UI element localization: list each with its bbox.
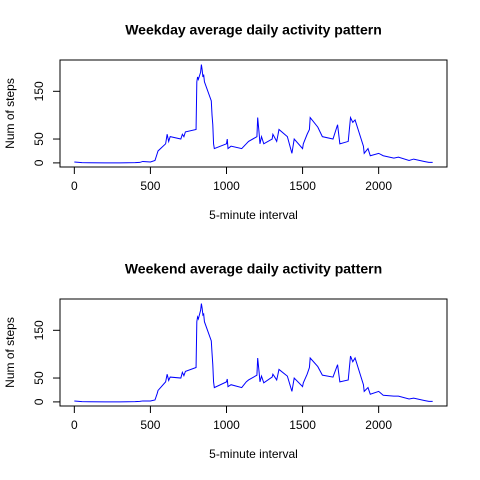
x-axis-label: 5-minute interval — [209, 447, 298, 461]
y-tick-label: 0 — [32, 398, 46, 405]
data-line — [74, 303, 433, 403]
y-tick-label: 0 — [32, 159, 46, 166]
x-tick-label: 2000 — [365, 179, 392, 193]
x-tick-label: 500 — [140, 179, 160, 193]
y-axis-label: Num of steps — [3, 78, 17, 149]
chart-title: Weekday average daily activity pattern — [125, 22, 382, 38]
x-tick-label: 1000 — [213, 418, 240, 432]
x-tick-label: 1000 — [213, 179, 240, 193]
x-axis-label: 5-minute interval — [209, 208, 298, 222]
x-tick-label: 1500 — [289, 179, 316, 193]
x-tick-label: 1500 — [289, 418, 316, 432]
y-tick-label: 150 — [32, 320, 46, 340]
y-tick-label: 50 — [32, 371, 46, 385]
data-line — [74, 64, 433, 164]
x-tick-label: 0 — [71, 418, 78, 432]
x-tick-label: 0 — [71, 179, 78, 193]
plot-frame — [59, 298, 448, 407]
x-tick-label: 500 — [140, 418, 160, 432]
y-tick-label: 50 — [32, 132, 46, 146]
y-axis-label: Num of steps — [3, 317, 17, 388]
x-tick-label: 2000 — [365, 418, 392, 432]
plot-frame — [59, 59, 448, 168]
chart-title: Weekend average daily activity pattern — [125, 261, 382, 277]
y-tick-label: 150 — [32, 81, 46, 101]
